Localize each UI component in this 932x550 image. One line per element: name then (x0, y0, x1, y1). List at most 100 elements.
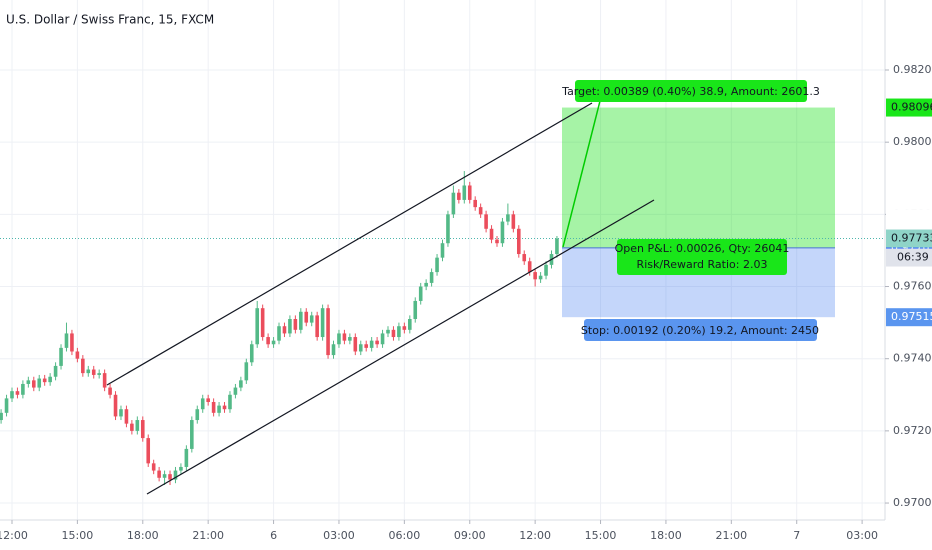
candles (0, 171, 559, 485)
candle-body (162, 474, 167, 478)
countdown: 06:39 (897, 251, 929, 264)
candle-body (184, 448, 189, 467)
candle-body (75, 351, 80, 359)
x-tick-label: 15:00 (585, 529, 617, 542)
x-tick-label: 15:00 (62, 529, 94, 542)
x-tick-label: 6 (270, 529, 277, 542)
candle-body (157, 470, 161, 478)
candle-body (140, 420, 145, 439)
candle-body (495, 239, 499, 244)
candle-body (211, 401, 216, 413)
x-tick-label: 12:00 (0, 529, 28, 542)
candle-body (168, 474, 172, 480)
candle-body (364, 344, 369, 348)
candle-body (348, 337, 352, 341)
x-tick-label: 18:00 (127, 529, 159, 542)
candle-body (255, 308, 260, 345)
candle-body (200, 398, 205, 410)
candle-body (555, 238, 559, 255)
candle-body (113, 394, 118, 417)
x-tick-label: 12:00 (519, 529, 551, 542)
candle-body (70, 333, 74, 352)
pnl-label: Open P&L: 0.00026, Qty: 26041 (615, 242, 790, 255)
candle-body (26, 380, 31, 384)
candle-body (233, 387, 238, 395)
candle-body (358, 344, 363, 352)
candle-body (369, 340, 374, 348)
candle-body (228, 394, 232, 410)
candle-body (489, 228, 494, 240)
candle-body (151, 463, 156, 471)
x-tick-label: 06:00 (389, 529, 421, 542)
pnl-label-box (617, 239, 787, 275)
candle-body (190, 420, 194, 449)
target-zone (562, 107, 835, 248)
candle-body (380, 333, 385, 345)
candle-body (217, 405, 221, 413)
candle-body (179, 466, 183, 471)
candle-body (288, 319, 292, 334)
candle-body (299, 311, 303, 330)
x-tick-label: 21:00 (192, 529, 224, 542)
candle-body (130, 423, 134, 431)
candle-body (59, 347, 63, 366)
candle-body (440, 243, 445, 258)
candle-body (21, 383, 25, 395)
price-axis-bg (885, 0, 932, 550)
candle-body (337, 333, 341, 345)
candle-body (42, 378, 47, 383)
candle-body (64, 333, 69, 348)
stop-label: Stop: 0.00192 (0.20%) 19.2, Amount: 2450 (581, 324, 819, 337)
candle-body (511, 214, 516, 229)
candle-body (418, 286, 423, 301)
candle-body (397, 326, 401, 338)
target-connector (562, 100, 601, 248)
candle-body (81, 358, 85, 374)
candle-body (119, 409, 123, 417)
y-tick-label: 0.98200 (893, 63, 932, 76)
candle-body (37, 378, 42, 388)
x-tick-label: 18:00 (650, 529, 682, 542)
candle-body (249, 344, 254, 363)
candle-body (309, 315, 314, 323)
position-tool (0, 107, 885, 318)
candle-body (462, 185, 467, 200)
candle-body (222, 405, 227, 410)
target-tag: 0.98096 (891, 101, 932, 114)
stop-label-box (584, 319, 817, 341)
candle-body (320, 308, 325, 338)
candle-body (86, 369, 91, 374)
candle-body (91, 369, 96, 375)
candle-body (506, 214, 510, 222)
candle-body (413, 300, 418, 320)
candle-body (48, 376, 52, 383)
stop-tag-bg (886, 308, 932, 327)
candle-body (282, 326, 287, 334)
x-tick-label: 03:00 (323, 529, 355, 542)
candle-body (195, 409, 200, 421)
candle-body (342, 333, 347, 341)
candle-body (473, 199, 477, 208)
candle-body (173, 470, 178, 480)
candle-body (244, 362, 249, 381)
candle-body (446, 214, 450, 244)
candle-body (331, 344, 336, 356)
candle-body (97, 373, 101, 375)
channel-upper (106, 102, 593, 386)
candle-body (527, 261, 532, 273)
stop-tag: 0.97515 (891, 310, 932, 323)
candle-body (102, 373, 107, 388)
candle-body (484, 214, 488, 229)
candle-body (435, 257, 439, 273)
countdown-bg (886, 209, 932, 228)
candle-body (451, 192, 456, 215)
candle-body (53, 365, 58, 377)
target-label: Target: 0.00389 (0.40%) 38.9, Amount: 26… (561, 85, 820, 98)
axes: 0.970000.972000.974000.976000.978000.980… (0, 63, 932, 542)
candle-body (424, 282, 428, 287)
